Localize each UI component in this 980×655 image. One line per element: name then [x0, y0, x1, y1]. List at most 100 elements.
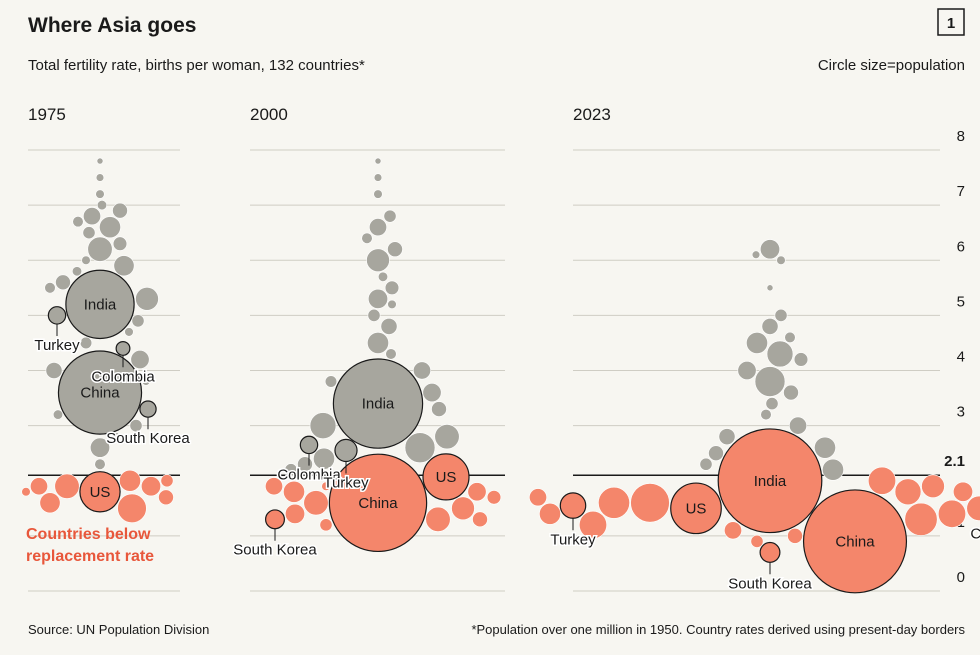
threshold-label: Countries below replacement rate — [26, 526, 155, 565]
country-bubble — [130, 349, 150, 369]
country-bubble — [299, 435, 319, 455]
country-bubble — [369, 218, 387, 237]
country-bubble — [754, 366, 786, 397]
country-bubble — [332, 358, 424, 449]
country-bubble — [737, 361, 757, 380]
footnote: *Population over one million in 1950. Co… — [471, 622, 965, 637]
country-bubble — [904, 502, 938, 536]
country-label: US — [436, 469, 457, 486]
country-bubble — [760, 408, 772, 421]
country-bubble — [135, 287, 159, 311]
country-bubble — [814, 436, 836, 459]
country-bubble — [39, 492, 61, 514]
country-bubble — [380, 317, 398, 335]
country-bubble — [55, 274, 71, 291]
country-bubble — [472, 511, 488, 528]
country-bubble — [630, 483, 670, 523]
country-bubble — [44, 282, 56, 294]
country-bubble — [598, 486, 630, 519]
country-bubble — [95, 189, 105, 199]
country-bubble — [112, 236, 128, 251]
subtitle: Total fertility rate, births per woman, … — [28, 57, 365, 74]
country-bubble — [374, 157, 382, 165]
country-bubble — [129, 419, 143, 433]
country-bubble — [54, 473, 80, 499]
country-bubble — [285, 503, 305, 524]
country-bubble — [21, 487, 31, 497]
country-bubble — [802, 489, 908, 594]
country-bubble — [65, 269, 135, 340]
country-bubble — [284, 463, 298, 477]
badge: 1 — [947, 15, 955, 32]
country-bubble — [368, 288, 388, 309]
country-bubble — [328, 453, 428, 553]
country-bubble — [82, 226, 96, 240]
country-label: Colombia — [277, 467, 341, 484]
country-bubble — [966, 495, 980, 521]
panel-title: 2000 — [250, 105, 288, 124]
country-bubble — [486, 490, 502, 505]
country-label: China — [358, 495, 398, 512]
country-bubble — [670, 482, 722, 535]
country-bubble — [699, 457, 713, 471]
panel-title: 1975 — [28, 105, 66, 124]
country-bubble — [79, 471, 121, 513]
country-bubble — [81, 255, 91, 265]
country-bubble — [766, 284, 774, 292]
country-bubble — [90, 437, 110, 458]
country-bubble — [451, 496, 475, 521]
country-bubble — [789, 416, 807, 435]
country-bubble — [139, 400, 157, 418]
country-bubble — [321, 481, 331, 491]
country-label: Turkey — [323, 474, 369, 491]
country-bubble — [309, 412, 337, 439]
country-bubble — [822, 458, 844, 481]
country-bubble — [774, 308, 788, 322]
country-bubble — [367, 308, 381, 322]
country-bubble — [559, 492, 587, 519]
country-bubble — [96, 157, 104, 165]
country-label: South Korea — [728, 575, 812, 592]
country-bubble — [324, 375, 338, 388]
country-bubble — [776, 255, 786, 265]
country-bubble — [422, 383, 442, 403]
country-bubble — [334, 438, 358, 463]
country-bubble — [83, 207, 101, 226]
size-note: Circle size=population — [818, 57, 965, 74]
country-label: China — [80, 385, 120, 402]
country-bubble — [894, 478, 922, 506]
country-bubble — [921, 474, 945, 499]
country-label: India — [84, 296, 117, 313]
country-bubble — [57, 350, 143, 435]
country-bubble — [361, 232, 373, 244]
y-tick-label: 3 — [957, 404, 965, 421]
country-bubble — [783, 384, 799, 401]
country-bubble — [95, 173, 105, 182]
country-bubble — [529, 488, 547, 507]
country-bubble — [94, 458, 106, 470]
country-label: India — [754, 473, 787, 490]
country-bubble — [793, 352, 809, 367]
country-bubble — [96, 200, 108, 211]
country-bubble — [387, 241, 403, 258]
country-bubble — [131, 314, 145, 328]
badge-box — [937, 8, 965, 36]
y-tick-label: 4 — [957, 349, 965, 366]
y-tick-label: 0 — [957, 569, 965, 586]
country-bubble — [111, 432, 121, 442]
country-label: Colombia — [970, 526, 980, 543]
country-bubble — [265, 509, 285, 530]
country-bubble — [761, 317, 779, 335]
country-bubble — [717, 428, 823, 534]
country-bubble — [434, 424, 460, 450]
country-bubble — [413, 361, 431, 380]
country-bubble — [283, 480, 305, 503]
country-bubble — [45, 362, 63, 379]
country-bubble — [539, 502, 561, 525]
country-bubble — [313, 447, 335, 470]
country-label: Turkey — [550, 531, 596, 548]
country-bubble — [115, 341, 131, 356]
country-label: US — [90, 484, 111, 501]
country-bubble — [784, 331, 796, 344]
country-label: China — [835, 533, 875, 550]
